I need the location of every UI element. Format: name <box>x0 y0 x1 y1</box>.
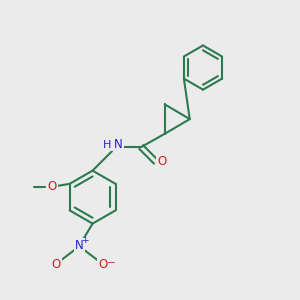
Text: −: − <box>106 258 115 268</box>
Text: H: H <box>103 140 112 150</box>
Text: O: O <box>51 258 60 271</box>
Text: O: O <box>98 258 107 271</box>
Text: N: N <box>75 239 84 252</box>
Text: N: N <box>114 138 123 151</box>
Text: O: O <box>47 180 57 193</box>
Text: +: + <box>82 236 89 245</box>
Text: O: O <box>158 155 167 168</box>
